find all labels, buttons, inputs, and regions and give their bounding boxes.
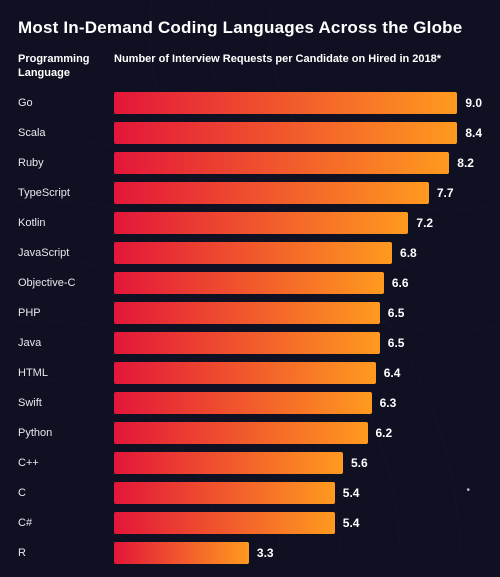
value-label: 8.2: [457, 156, 474, 170]
bar: [114, 182, 429, 204]
bar-chart: Go 9.0 Scala 8.4 Ruby 8.2 TypeScript 7.7 Kotlin 7…: [18, 91, 482, 565]
bar: [114, 482, 335, 504]
chart-row: Scala 8.4: [18, 121, 482, 145]
language-label: TypeScript: [18, 187, 114, 199]
header-language: Programming Language: [18, 52, 114, 81]
language-label: C: [18, 487, 114, 499]
bar: [114, 212, 408, 234]
language-label: HTML: [18, 367, 114, 379]
bar: [114, 392, 372, 414]
bar: [114, 302, 380, 324]
bar: [114, 92, 457, 114]
chart-title: Most In-Demand Coding Languages Across t…: [18, 18, 482, 38]
value-label: 6.5: [388, 336, 405, 350]
value-label: 5.4: [343, 486, 360, 500]
language-label: Kotlin: [18, 217, 114, 229]
bar-area: 8.2: [114, 151, 482, 175]
value-label: 6.4: [384, 366, 401, 380]
chart-row: C# 5.4: [18, 511, 482, 535]
chart-row: C++ 5.6: [18, 451, 482, 475]
value-label: 6.8: [400, 246, 417, 260]
chart-row: JavaScript 6.8: [18, 241, 482, 265]
bar-area: 6.5: [114, 331, 482, 355]
chart-row: Kotlin 7.2: [18, 211, 482, 235]
bar: [114, 152, 449, 174]
chart-row: Ruby 8.2: [18, 151, 482, 175]
bar-area: 6.2: [114, 421, 482, 445]
language-label: Python: [18, 427, 114, 439]
bar-area: 3.3: [114, 541, 482, 565]
chart-row: Python 6.2: [18, 421, 482, 445]
chart-container: Most In-Demand Coding Languages Across t…: [0, 0, 500, 577]
bar-area: 6.5: [114, 301, 482, 325]
bar-area: 5.6: [114, 451, 482, 475]
value-label: 3.3: [257, 546, 274, 560]
bar: [114, 512, 335, 534]
bar-area: 6.4: [114, 361, 482, 385]
bar-area: 7.2: [114, 211, 482, 235]
language-label: Objective-C: [18, 277, 114, 289]
bar-area: 5.4: [114, 481, 482, 505]
chart-row: Go 9.0: [18, 91, 482, 115]
language-label: PHP: [18, 307, 114, 319]
value-label: 9.0: [465, 96, 482, 110]
value-label: 7.7: [437, 186, 454, 200]
bar-area: 6.8: [114, 241, 482, 265]
bar: [114, 452, 343, 474]
bar-area: 6.3: [114, 391, 482, 415]
value-label: 6.3: [380, 396, 397, 410]
language-label: Ruby: [18, 157, 114, 169]
chart-row: Java 6.5: [18, 331, 482, 355]
language-label: Swift: [18, 397, 114, 409]
chart-row: PHP 6.5: [18, 301, 482, 325]
chart-row: TypeScript 7.7: [18, 181, 482, 205]
bar-area: 7.7: [114, 181, 482, 205]
bar-area: 9.0: [114, 91, 482, 115]
chart-row: Swift 6.3: [18, 391, 482, 415]
language-label: JavaScript: [18, 247, 114, 259]
chart-row: HTML 6.4: [18, 361, 482, 385]
bar-area: 8.4: [114, 121, 482, 145]
value-label: 6.5: [388, 306, 405, 320]
chart-row: R 3.3: [18, 541, 482, 565]
value-label: 6.2: [376, 426, 393, 440]
language-label: Java: [18, 337, 114, 349]
language-label: Go: [18, 97, 114, 109]
language-label: Scala: [18, 127, 114, 139]
bar: [114, 122, 457, 144]
header-metric: Number of Interview Requests per Candida…: [114, 52, 482, 81]
bar: [114, 332, 380, 354]
bar: [114, 272, 384, 294]
chart-row: Objective-C 6.6: [18, 271, 482, 295]
column-headers: Programming Language Number of Interview…: [18, 52, 482, 81]
bar: [114, 422, 368, 444]
value-label: 5.6: [351, 456, 368, 470]
language-label: C++: [18, 457, 114, 469]
chart-row: C 5.4: [18, 481, 482, 505]
language-label: C#: [18, 517, 114, 529]
bar: [114, 362, 376, 384]
bar: [114, 542, 249, 564]
value-label: 5.4: [343, 516, 360, 530]
language-label: R: [18, 547, 114, 559]
bar-area: 5.4: [114, 511, 482, 535]
value-label: 6.6: [392, 276, 409, 290]
bar: [114, 242, 392, 264]
value-label: 7.2: [416, 216, 433, 230]
value-label: 8.4: [465, 126, 482, 140]
bar-area: 6.6: [114, 271, 482, 295]
